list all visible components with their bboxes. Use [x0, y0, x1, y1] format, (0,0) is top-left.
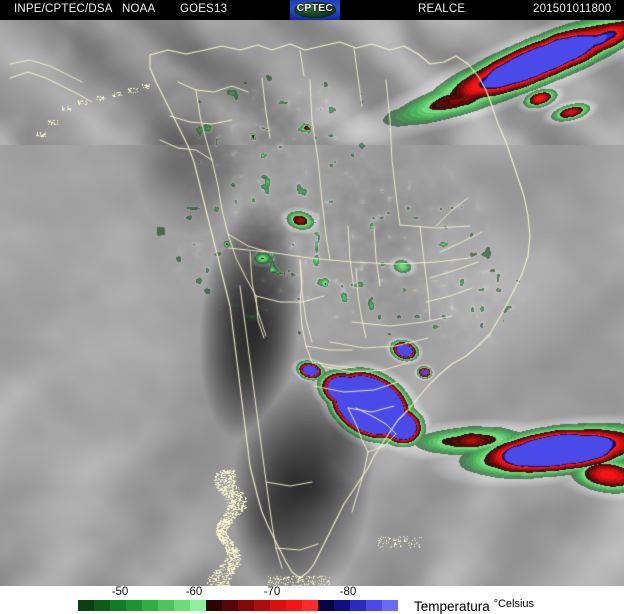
- colorbar-segment: [270, 600, 286, 611]
- colorbar-unit-text: °Celsius: [493, 598, 535, 610]
- colorbar-segment: [190, 600, 206, 611]
- colorbar-segment: [94, 600, 110, 611]
- colorbar-tick: -50: [111, 586, 129, 598]
- colorbar-segment: [254, 600, 270, 611]
- colorbar-title: Temperatura °Celsius: [414, 598, 534, 614]
- globe-icon: [294, 2, 336, 18]
- colorbar-segment: [174, 600, 190, 611]
- header-agency-label: NOAA: [122, 3, 156, 15]
- colorbar-segment: [78, 600, 94, 611]
- colorbar-segment: [142, 600, 158, 611]
- satellite-image: [0, 20, 624, 586]
- colorbar-title-text: Temperatura: [414, 598, 490, 614]
- colorbar-tick: -80: [339, 586, 357, 598]
- colorbar-segment: [110, 600, 126, 611]
- satellite-image-panel: [0, 20, 624, 586]
- header-datetime-label: 201501011800: [533, 3, 612, 15]
- colorbar-segment: [318, 600, 334, 611]
- colorbar-segment: [302, 600, 318, 611]
- colorbar-tick-labels: -50 -60 -70 -80: [0, 586, 624, 599]
- colorbar-tick: -70: [263, 586, 281, 598]
- colorbar-segment: [366, 600, 382, 611]
- temperature-colorbar: [78, 600, 398, 611]
- globe-highlight-icon: [297, 3, 317, 9]
- header-source-label: INPE/CPTEC/DSA: [14, 3, 113, 15]
- colorbar-segment: [382, 600, 398, 611]
- colorbar-segment: [286, 600, 302, 611]
- header-bar: INPE/CPTEC/DSA NOAA GOES13 CPTEC REALCE …: [0, 0, 624, 20]
- colorbar-segment: [350, 600, 366, 611]
- colorbar-segment: [334, 600, 350, 611]
- colorbar-tick: -60: [185, 586, 203, 598]
- cptec-logo: CPTEC: [290, 0, 340, 20]
- header-satellite-label: GOES13: [180, 3, 228, 15]
- colorbar-segment: [238, 600, 254, 611]
- cptec-logo-text: CPTEC: [296, 3, 334, 14]
- header-product-label: REALCE: [418, 3, 466, 15]
- colorbar-segment: [222, 600, 238, 611]
- colorbar-segment: [126, 600, 142, 611]
- legend-panel: -50 -60 -70 -80 Temperatura °Celsius: [0, 586, 624, 614]
- colorbar-segment: [206, 600, 222, 611]
- colorbar-segment: [158, 600, 174, 611]
